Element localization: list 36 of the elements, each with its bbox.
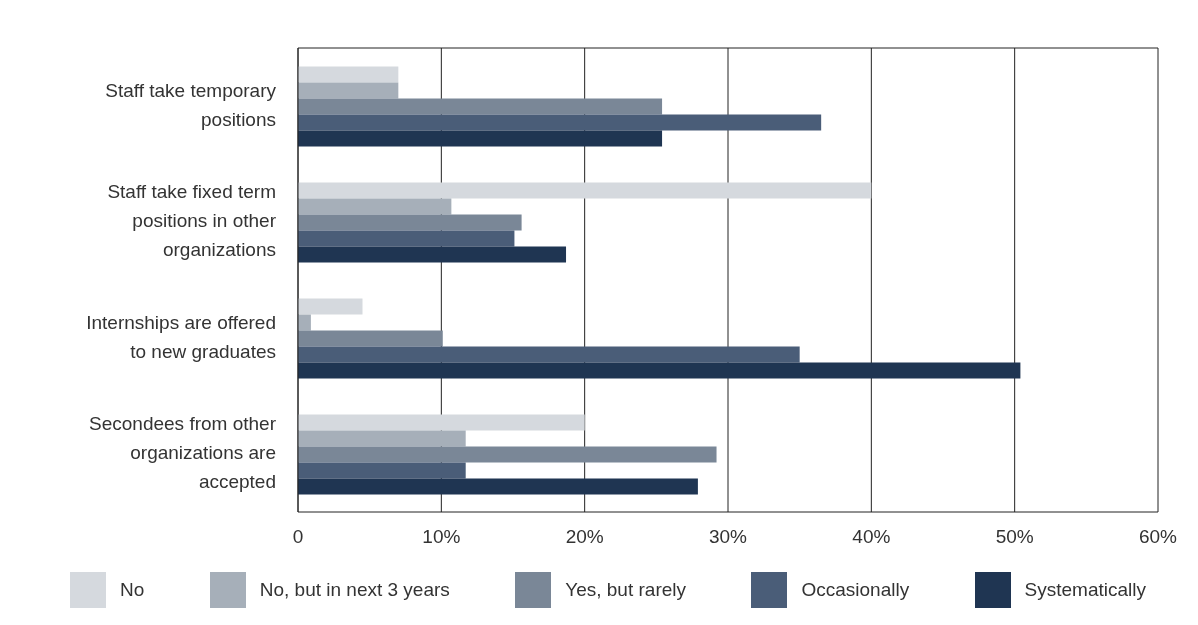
bar [298, 314, 311, 331]
bar [298, 330, 443, 347]
bar [298, 246, 567, 263]
x-tick-label: 20% [565, 526, 604, 548]
bar [298, 130, 663, 147]
bar [298, 478, 698, 495]
bar [298, 66, 399, 83]
bar [298, 298, 363, 315]
bar [298, 430, 466, 447]
bar [298, 446, 717, 463]
legend-label: No [120, 579, 145, 601]
bar [298, 82, 399, 99]
y-tick-label: Secondees from other organizations are accepted [89, 413, 277, 493]
legend-label: Yes, but rarely [565, 579, 687, 601]
bar [298, 462, 466, 479]
legend-label: Occasionally [801, 579, 910, 601]
bar [298, 198, 452, 215]
y-tick-label: Staff take temporary positions [105, 79, 277, 130]
bar [298, 214, 522, 231]
bar [298, 414, 585, 431]
x-tick-label: 60% [1138, 526, 1178, 548]
bar [298, 98, 663, 115]
x-tick-label: 40% [852, 526, 891, 548]
bar [298, 362, 1021, 379]
x-tick-label: 30% [708, 526, 748, 548]
bar [298, 230, 515, 247]
x-tick-label: 0 [292, 526, 304, 548]
legend-label: No, but in next 3 years [259, 579, 450, 601]
y-tick-label: Internships are offered to new graduates [86, 311, 276, 362]
y-tick-label: Staff take fixed term positions in other organizations [107, 181, 277, 261]
bar [298, 182, 872, 199]
legend-label: Systematically [1024, 579, 1146, 601]
x-tick-label: 10% [422, 526, 461, 548]
bar [298, 346, 800, 363]
x-tick-label: 50% [995, 526, 1034, 548]
bar [298, 114, 822, 131]
